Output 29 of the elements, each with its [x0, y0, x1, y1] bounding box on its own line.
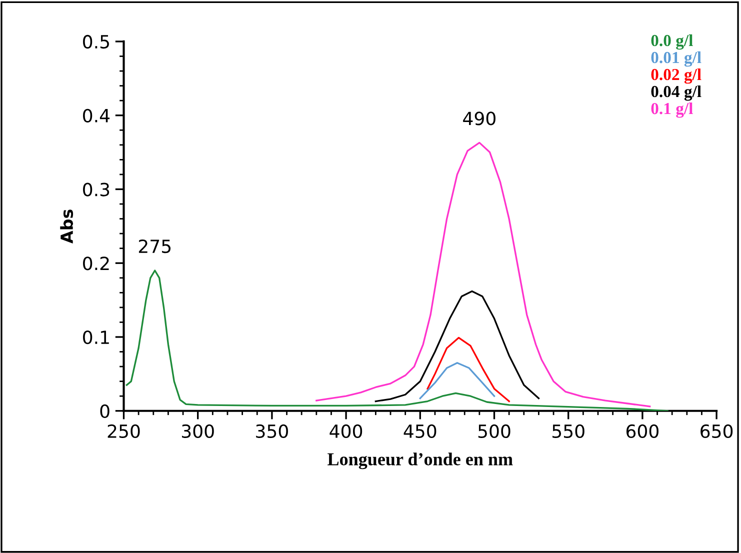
x-tick-label: 450	[404, 424, 436, 438]
line-series	[426, 336, 510, 402]
y-tick-label: 0	[100, 404, 110, 418]
text: 0.01 g/l	[651, 51, 702, 67]
line-series	[126, 270, 668, 411]
text: 0.02 g/l	[651, 68, 702, 84]
x-tick-label: 350	[256, 424, 288, 438]
y-tick-label: 0.5	[83, 34, 109, 49]
x-tick-label: 600	[626, 424, 658, 438]
x-tick-label: 400	[330, 424, 362, 438]
y-tick-label: 0.2	[83, 256, 109, 270]
text: 0.04 g/l	[651, 85, 702, 101]
x-tick-label: 250	[108, 424, 140, 438]
y-axis-title: Abs	[60, 210, 74, 244]
x-axis-title: Longueur d’onde en nm	[328, 452, 513, 470]
x-tick-label: 300	[182, 424, 214, 438]
y-tick-label: 0.4	[83, 108, 110, 122]
line-series	[374, 290, 540, 402]
line-series	[316, 142, 651, 408]
text: 0.0 g/l	[651, 34, 693, 50]
y-tick-label: 0.1	[83, 330, 109, 344]
text: 0.1 g/l	[651, 102, 693, 118]
annotation: 275	[138, 239, 171, 254]
line-series	[419, 362, 496, 400]
y-tick-label: 0.3	[83, 182, 110, 196]
annotation: 490	[463, 112, 496, 126]
x-tick-label: 500	[478, 424, 510, 438]
x-tick-label: 650	[700, 424, 733, 438]
x-tick-label: 550	[552, 424, 584, 438]
